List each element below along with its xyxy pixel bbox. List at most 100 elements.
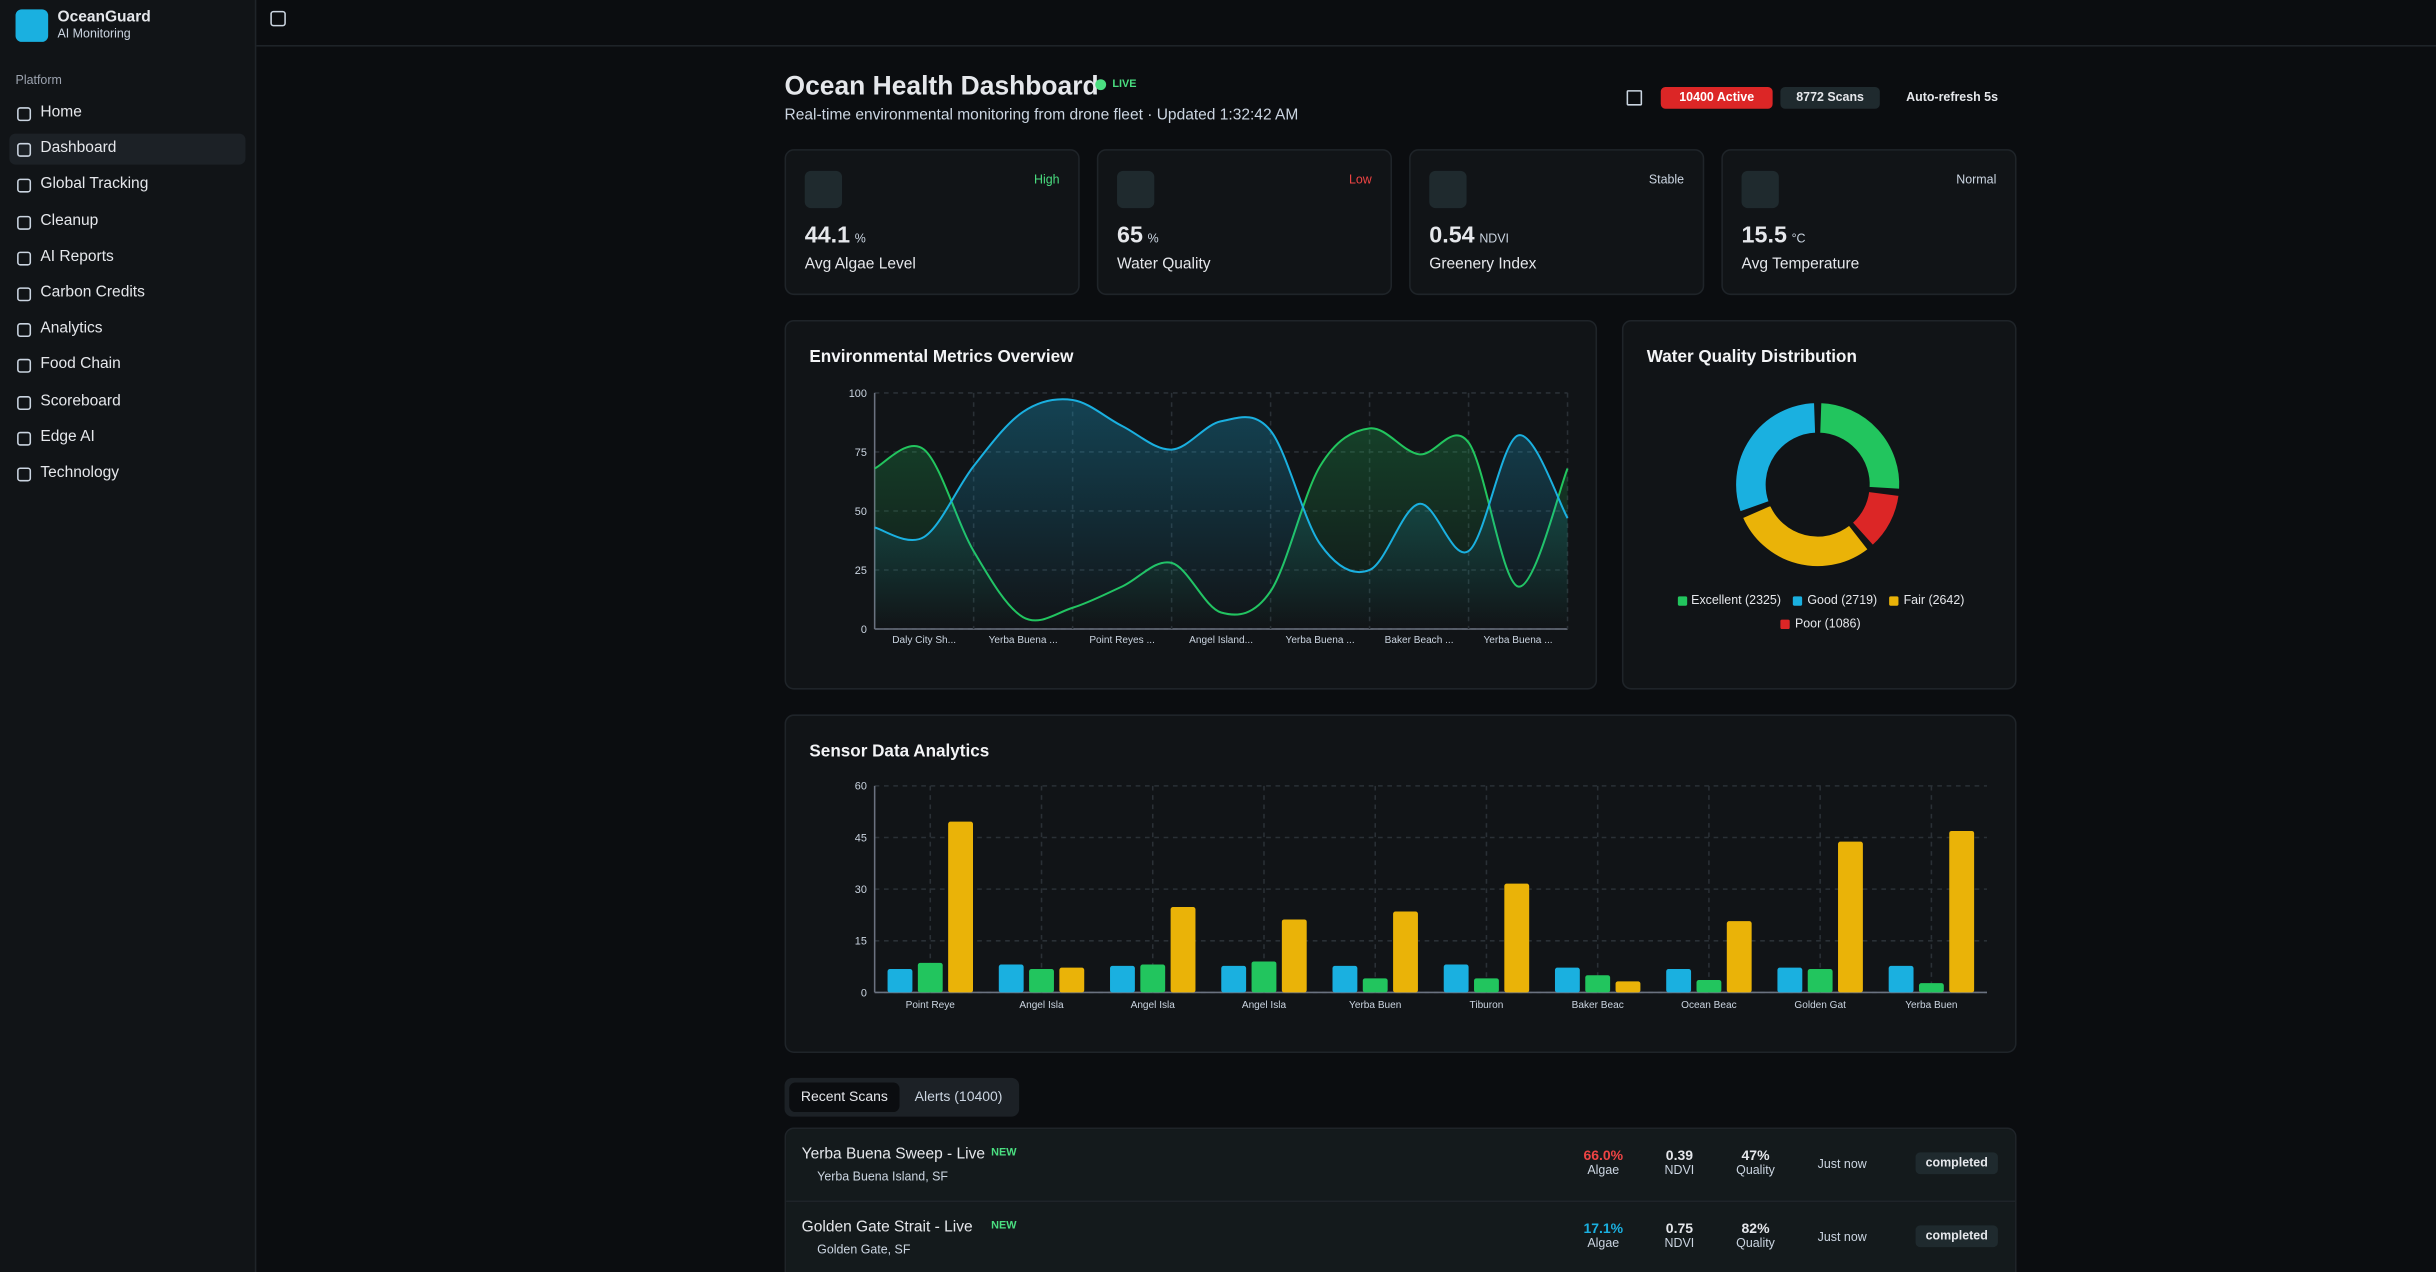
scan-title: Yerba Buena Sweep - Live	[801, 1146, 986, 1164]
bar	[1332, 965, 1358, 993]
unit: %	[1147, 231, 1159, 246]
nav-icon	[17, 143, 32, 158]
x-tick-label: Angel Island...	[1189, 635, 1253, 646]
x-tick-label: Point Reye	[906, 1000, 956, 1011]
stat-trend: Normal	[1956, 172, 1997, 187]
metric-label: Quality	[1736, 1236, 1775, 1251]
y-tick-label: 15	[855, 936, 867, 948]
metric: 66.0% Algae	[1572, 1148, 1634, 1178]
nav-item[interactable]: Carbon Credits	[9, 278, 245, 309]
section-label: Platform	[15, 72, 62, 87]
stat-label: Avg Temperature	[1741, 256, 1860, 274]
refresh-badge[interactable]: Auto-refresh 5s	[1906, 90, 1998, 105]
nav-icon	[17, 467, 32, 482]
pie-slice	[1818, 401, 1901, 491]
x-tick-label: Angel Isla	[1242, 1000, 1287, 1011]
legend-label: Excellent (2325)	[1691, 593, 1781, 608]
chart-title: Water Quality Distribution	[1646, 347, 1857, 367]
bar	[1393, 911, 1418, 993]
unit: °C	[1791, 231, 1806, 246]
nav-item[interactable]: Food Chain	[9, 350, 245, 381]
scan-title: Golden Gate Strait - Live	[801, 1219, 973, 1237]
bar	[1615, 981, 1641, 993]
bar	[1281, 919, 1307, 993]
bar	[1362, 978, 1388, 993]
sound-toggle[interactable]	[1626, 90, 1643, 106]
bar	[887, 969, 913, 993]
y-tick-label: 60	[855, 781, 867, 793]
x-tick-label: Ocean Beac	[1681, 1000, 1736, 1011]
y-tick-label: 0	[861, 987, 867, 999]
value: 0.54	[1429, 222, 1475, 249]
nav-item[interactable]: Dashboard	[9, 133, 246, 165]
metric-label: NDVI	[1664, 1236, 1695, 1251]
tab[interactable]: Recent Scans	[789, 1082, 900, 1113]
bar	[1838, 841, 1863, 993]
nav-label: Edge AI	[40, 428, 95, 446]
new-badge: NEW	[991, 1147, 1017, 1159]
subtitle: Real-time environmental monitoring from …	[784, 107, 1299, 125]
nav-item[interactable]: Global Tracking	[9, 170, 245, 201]
metric: 82% Quality	[1724, 1221, 1786, 1251]
tab[interactable]: Alerts (10400)	[914, 1088, 1003, 1105]
status-badge: completed	[1915, 1152, 1998, 1175]
stat-card: High 44.1% Avg Algae Level	[784, 149, 1080, 296]
chart-title: Sensor Data Analytics	[809, 742, 990, 762]
bar	[1170, 907, 1196, 993]
stat-value: 0.54 NDVI	[1429, 222, 1509, 248]
pie-card: Water Quality Distribution Excellent (23…	[1621, 319, 2017, 690]
stat-trend: Low	[1348, 172, 1372, 187]
bar	[1504, 883, 1530, 993]
bar	[1029, 969, 1054, 993]
value: 44.1	[804, 222, 851, 249]
legend-item: Fair (2642)	[1889, 593, 1964, 607]
sidebar: OceanGuard AI Monitoring Platform Home Da…	[0, 0, 257, 1272]
sidebar-toggle[interactable]	[270, 10, 286, 27]
nav-icon	[17, 395, 32, 410]
legend-swatch	[1889, 595, 1899, 605]
bar	[1140, 964, 1166, 993]
nav-item[interactable]: Home	[9, 98, 245, 129]
nav-label: Dashboard	[40, 140, 117, 158]
y-tick-label: 25	[855, 565, 867, 577]
y-tick-label: 75	[855, 447, 867, 459]
tabs: Recent Scans Alerts (10400)	[784, 1077, 1020, 1117]
top-bar	[256, 0, 2436, 47]
legend-label: Good (2719)	[1807, 593, 1878, 608]
nav-label: Scoreboard	[40, 392, 121, 410]
nav-icon	[17, 107, 32, 122]
nav-item[interactable]: Technology	[9, 458, 245, 489]
nav-label: Cleanup	[40, 212, 99, 230]
nav-icon	[17, 359, 32, 374]
stat-trend: High	[1033, 172, 1060, 187]
bar	[1777, 967, 1803, 993]
bar	[917, 962, 943, 993]
stat-label: Greenery Index	[1429, 256, 1537, 274]
x-tick-label: Yerba Buen	[1905, 1000, 1957, 1011]
nav-icon	[17, 215, 32, 230]
stat-icon	[804, 170, 843, 209]
nav-item[interactable]: AI Reports	[9, 242, 245, 273]
chart-title: Environmental Metrics Overview	[809, 347, 1074, 367]
unit: %	[854, 231, 866, 246]
scan-list: Yerba Buena Sweep - Live NEW Yerba Buena I…	[784, 1127, 2017, 1272]
nav-item[interactable]: Edge AI	[9, 422, 245, 453]
nav-item[interactable]: Analytics	[9, 314, 245, 345]
status-badge: completed	[1915, 1225, 1998, 1248]
bar	[1918, 983, 1944, 993]
bar	[1474, 978, 1499, 993]
legend-swatch	[1677, 595, 1687, 605]
nav-label: Technology	[40, 464, 119, 482]
nav-item[interactable]: Cleanup	[9, 206, 245, 237]
legend: Excellent (2325) Good (2719) Fair (2642) Po…	[1655, 593, 1987, 631]
nav-item[interactable]: Scoreboard	[9, 386, 245, 417]
stat-card: Low 65% Water Quality	[1096, 149, 1392, 296]
stat-card: Normal 15.5 °C Avg Temperature	[1721, 149, 2017, 296]
x-tick-label: Daly City Sh...	[892, 635, 956, 646]
bar	[1251, 961, 1277, 993]
logo	[15, 9, 49, 42]
bar	[1666, 969, 1692, 993]
bar	[1221, 965, 1247, 993]
